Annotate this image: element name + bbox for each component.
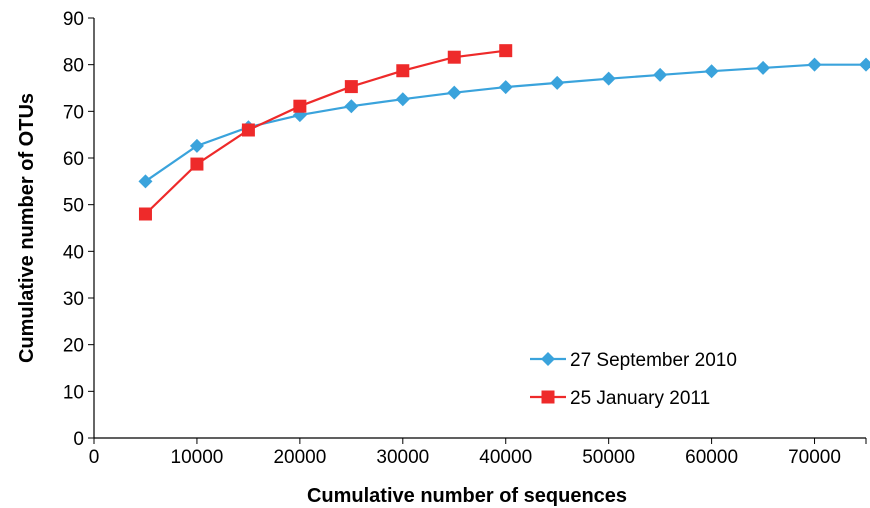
data-point xyxy=(601,71,616,86)
data-point xyxy=(344,80,358,94)
x-axis-title: Cumulative number of sequences xyxy=(307,485,627,507)
legend-label: 27 September 2010 xyxy=(570,350,737,371)
series-1 xyxy=(138,57,870,189)
x-tick-label: 70000 xyxy=(788,447,841,468)
data-point xyxy=(498,80,513,95)
series-layer xyxy=(138,44,870,221)
data-point xyxy=(704,64,719,79)
data-point xyxy=(550,75,565,90)
data-point xyxy=(499,44,513,58)
data-point xyxy=(395,92,410,107)
legend: 27 September 2010 25 January 2011 xyxy=(530,350,737,409)
y-axis-ticks: 0 10 20 30 40 50 60 70 80 90 xyxy=(63,9,94,450)
y-tick-label: 90 xyxy=(63,9,84,30)
axes xyxy=(93,18,866,439)
y-tick-label: 10 xyxy=(63,382,84,403)
data-point xyxy=(541,352,555,366)
x-tick-label: 30000 xyxy=(376,447,429,468)
y-tick-label: 30 xyxy=(63,289,84,310)
data-point xyxy=(396,64,410,78)
y-tick-label: 80 xyxy=(63,56,84,77)
series-2 xyxy=(138,44,513,221)
data-point xyxy=(241,123,255,137)
x-axis-ticks: 0 10000 20000 30000 40000 50000 60000 70000 xyxy=(89,438,867,468)
data-point xyxy=(447,50,461,64)
y-axis-title: Cumulative number of OTUs xyxy=(16,93,38,363)
data-point xyxy=(344,99,359,114)
y-tick-label: 40 xyxy=(63,242,84,263)
x-tick-label: 60000 xyxy=(685,447,738,468)
legend-item: 27 September 2010 xyxy=(530,350,737,371)
data-point xyxy=(190,157,204,171)
y-tick-label: 0 xyxy=(73,429,84,450)
data-point xyxy=(859,57,870,72)
y-tick-label: 50 xyxy=(63,196,84,217)
data-point xyxy=(447,85,462,100)
data-point xyxy=(138,207,152,221)
data-point xyxy=(189,138,204,153)
y-tick-label: 70 xyxy=(63,102,84,123)
y-tick-label: 20 xyxy=(63,336,84,357)
data-point xyxy=(138,174,153,189)
legend-item: 25 January 2011 xyxy=(530,388,710,409)
legend-label: 25 January 2011 xyxy=(570,388,710,409)
data-point xyxy=(653,67,668,82)
x-tick-label: 0 xyxy=(89,447,100,468)
data-point xyxy=(756,60,771,75)
x-tick-label: 40000 xyxy=(479,447,532,468)
x-tick-label: 20000 xyxy=(273,447,326,468)
x-tick-label: 50000 xyxy=(582,447,635,468)
data-point xyxy=(807,57,822,72)
y-tick-label: 60 xyxy=(63,149,84,170)
data-point xyxy=(541,390,555,404)
data-point xyxy=(293,99,307,113)
x-tick-label: 10000 xyxy=(171,447,224,468)
series-line xyxy=(144,49,506,215)
